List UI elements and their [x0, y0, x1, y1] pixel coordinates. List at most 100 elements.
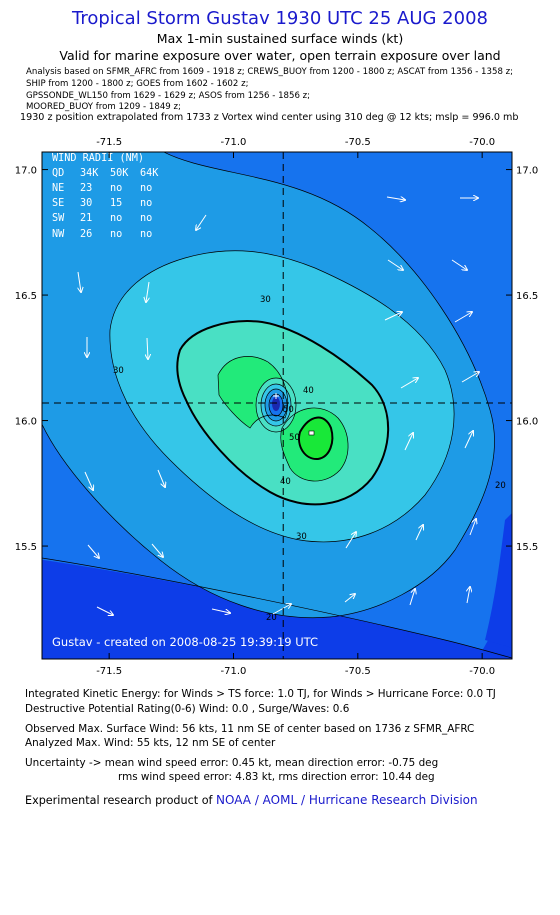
y-tick-label-right: 16.0	[516, 417, 538, 428]
experimental-label: Experimental research product of	[25, 794, 217, 807]
wind-radii-value: 26	[80, 229, 92, 240]
wind-vector-arrow	[146, 281, 149, 302]
wind-radii-header-qd: QD	[52, 168, 64, 179]
contour-label: 40	[303, 386, 314, 396]
wind-vector-arrow	[87, 544, 99, 558]
wind-radii-title: WIND RADII (NM)	[52, 153, 144, 164]
y-tick-label-left: 15.5	[15, 542, 37, 553]
wind-vector-arrow	[386, 197, 405, 200]
storm-center-marker	[273, 393, 279, 399]
x-tick-label-bottom: -71.0	[221, 666, 247, 677]
x-tick-label-top: -71.5	[96, 137, 122, 148]
uncertainty-rms-line: rms wind speed error: 4.83 kt, rms direc…	[118, 771, 435, 783]
chart-title: Tropical Storm Gustav 1930 UTC 25 AUG 20…	[71, 8, 488, 29]
wind-radii-quadrant: SW	[52, 213, 65, 224]
position-note: 1930 z position extrapolated from 1733 z…	[20, 112, 519, 123]
wind-radii-header-64k: 64K	[140, 168, 159, 179]
contour-label: 30	[296, 532, 307, 542]
contour-label: 30	[260, 295, 271, 305]
contour-label: 50	[289, 433, 300, 443]
wind-vector-arrow	[78, 271, 81, 292]
contour-fill-max-wind	[299, 417, 333, 460]
wind-radii-value: no	[110, 229, 122, 240]
wind-vector-arrow	[272, 604, 291, 615]
max-wind-marker	[308, 430, 315, 436]
x-tick-label-top: -70.5	[345, 137, 371, 148]
y-tick-label-left: 16.5	[15, 291, 37, 302]
chart-subtitle: Max 1-min sustained surface winds (kt)	[156, 31, 404, 46]
wind-radii-header-34k: 34K	[80, 168, 99, 179]
dpr-line: Destructive Potential Rating(0-6) Wind: …	[25, 703, 350, 715]
wind-radii-value: no	[110, 183, 122, 194]
x-tick-label-bottom: -71.5	[96, 666, 122, 677]
wind-vector-arrow	[464, 431, 473, 449]
wind-vector-arrow	[404, 433, 413, 451]
contour-lines	[42, 152, 512, 659]
wind-vector-arrow	[211, 608, 230, 613]
x-tick-label-top: -71.0	[221, 137, 247, 148]
x-tick-label-bottom: -70.0	[469, 666, 495, 677]
contour-label: 20	[266, 613, 277, 623]
x-tick-label-bottom: -70.5	[345, 666, 371, 677]
hrd-link[interactable]: NOAA / AOML / Hurricane Research Divisio…	[216, 793, 478, 807]
wind-radii-quadrant: SE	[52, 198, 64, 209]
uncertainty-line: Uncertainty -> mean wind speed error: 0.…	[25, 757, 439, 769]
wind-radii-value: no	[140, 183, 152, 194]
storm-eye	[272, 397, 280, 411]
exposure-note: Valid for marine exposure over water, op…	[59, 48, 501, 63]
wind-vector-arrow	[469, 519, 476, 536]
wind-vector-arrow	[344, 594, 355, 603]
analysis-sources-line: SHIP from 1200 - 1800 z; GOES from 1602 …	[26, 79, 249, 89]
wind-vector-arrow	[384, 312, 402, 321]
wind-radii-value: 15	[110, 198, 122, 209]
wind-vector-arrow	[151, 543, 163, 557]
wind-vector-arrow	[451, 259, 467, 270]
ike-line: Integrated Kinetic Energy: for Winds > T…	[25, 688, 496, 700]
analysis-sources-line: Analysis based on SFMR_AFRC from 1609 - …	[26, 67, 514, 77]
wind-radii-quadrant: NW	[52, 229, 65, 240]
y-tick-label-right: 15.5	[516, 542, 538, 553]
wind-radii-value: no	[110, 213, 122, 224]
contour-label: 40	[280, 477, 291, 487]
axis-ticks	[42, 152, 512, 659]
wind-vector-arrow	[387, 259, 403, 270]
analysis-sources-line: GPSSONDE_WL150 from 1629 - 1629 z; ASOS …	[26, 91, 311, 101]
wind-vector-arrow	[454, 312, 472, 323]
wind-vector-arrow	[467, 587, 470, 604]
wind-vector-arrow	[84, 471, 93, 490]
contour-fill-10kt-east	[485, 513, 512, 648]
contour-line-34kt	[176, 320, 390, 506]
contour-label: 20	[495, 481, 506, 491]
wind-vector-arrow	[196, 214, 207, 230]
observed-max-wind: Observed Max. Surface Wind: 56 kts, 11 n…	[25, 723, 475, 735]
axis-tick-labels: -71.5 -71.5 -71.0 -71.0 -70.5 -70.5 -70.0 -70.0…	[15, 137, 539, 677]
plot-frame	[41, 151, 513, 660]
wind-radii-value: 21	[80, 213, 92, 224]
wind-radii-value: no	[140, 229, 152, 240]
contour-line-50kt	[298, 416, 334, 461]
contour-label: 30	[113, 366, 124, 376]
creation-credit: Gustav - created on 2008-08-25 19:39:19 …	[52, 635, 318, 649]
wind-vector-arrow	[157, 469, 165, 487]
wind-contours: 30 30 30 40 40 50 50 20 20 WIND RADII (N…	[42, 152, 512, 659]
wind-vector-arrow	[96, 606, 113, 615]
wind-radii-table: WIND RADII (NM) QD 34K 50K 64K NE 23 no …	[52, 153, 159, 240]
y-tick-label-left: 16.0	[15, 417, 37, 428]
y-tick-label-left: 17.0	[15, 166, 37, 177]
experimental-note: Experimental research product of NOAA / …	[25, 793, 478, 807]
wind-vector-arrow	[147, 337, 148, 359]
wind-radii-value: 23	[80, 183, 92, 194]
wind-radii-value: 30	[80, 198, 92, 209]
wind-vector-arrow	[415, 525, 423, 541]
wind-vector-arrow	[409, 589, 415, 606]
wind-radii-header-50k: 50K	[110, 168, 129, 179]
y-tick-label-right: 17.0	[516, 166, 538, 177]
wind-radii-value: no	[140, 213, 152, 224]
wind-vector-arrow	[461, 372, 479, 383]
wind-vector-arrow	[345, 532, 356, 549]
wind-radii-quadrant: NE	[52, 183, 64, 194]
wind-radii-value: no	[140, 198, 152, 209]
wind-vector-arrow	[400, 378, 418, 389]
y-tick-label-right: 16.5	[516, 291, 538, 302]
